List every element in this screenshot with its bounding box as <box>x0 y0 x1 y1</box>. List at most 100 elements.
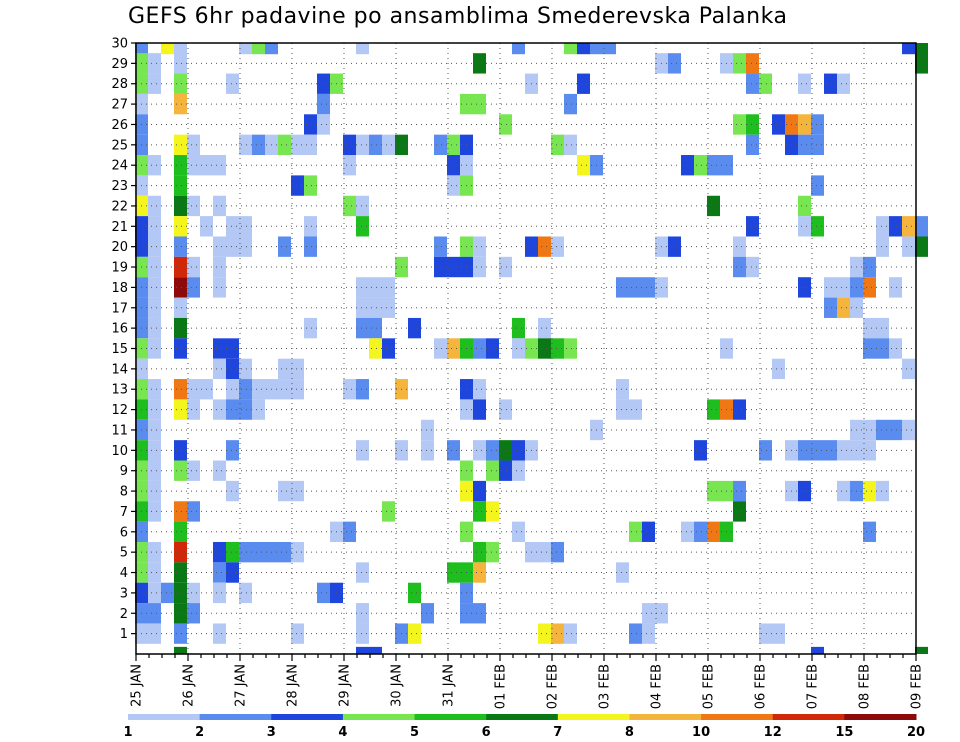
heatmap-cell <box>174 93 187 115</box>
heatmap-cell <box>226 440 239 461</box>
y-tick-label: 9 <box>120 464 128 479</box>
heatmap-cell <box>148 399 161 420</box>
heatmap-cell <box>447 256 460 278</box>
y-tick-label: 16 <box>111 322 128 337</box>
heatmap-cell <box>642 277 655 298</box>
heatmap-cell <box>343 195 356 217</box>
heatmap-cell <box>733 480 746 502</box>
heatmap-cell <box>174 338 187 359</box>
heatmap-cell <box>616 562 629 583</box>
heatmap-cell <box>473 236 486 257</box>
heatmap-cell <box>174 195 187 217</box>
heatmap-cell <box>551 134 564 156</box>
heatmap-cell <box>174 216 187 237</box>
heatmap-cell <box>811 134 824 156</box>
heatmap-cell <box>213 399 226 420</box>
heatmap-cell <box>707 521 720 542</box>
heatmap-cell <box>837 73 850 94</box>
x-tick-label: 29 JAN <box>338 664 353 707</box>
colorbar-label: 3 <box>267 725 276 740</box>
heatmap-cell <box>148 541 161 563</box>
heatmap-cell <box>148 419 161 441</box>
heatmap-cell <box>291 480 304 502</box>
colorbar-swatch <box>772 714 845 720</box>
heatmap-cell <box>174 501 187 522</box>
heatmap-cell <box>226 399 239 420</box>
colorbar-swatch <box>271 714 344 720</box>
heatmap-cell <box>239 379 252 400</box>
heatmap-cell <box>174 582 187 604</box>
heatmap-cell <box>304 317 317 339</box>
y-tick-label: 18 <box>111 281 128 296</box>
heatmap-cell <box>317 73 330 94</box>
heatmap-cell <box>577 43 590 55</box>
heatmap-cell <box>213 541 226 563</box>
heatmap-cell <box>486 460 499 481</box>
heatmap-cell <box>902 236 915 257</box>
y-axis: 1234567891011121314151617181920212223242… <box>111 37 136 642</box>
y-tick-label: 15 <box>111 342 128 357</box>
colorbar-swatch <box>414 714 487 720</box>
x-tick-label: 08 FEB <box>858 664 873 709</box>
heatmap-cell <box>538 317 551 339</box>
heatmap-cell <box>304 216 317 237</box>
heatmap-cell <box>837 480 850 502</box>
heatmap-cell <box>577 73 590 94</box>
heatmap-cell <box>512 338 525 359</box>
heatmap-cell <box>291 379 304 400</box>
heatmap-cell <box>187 277 200 298</box>
heatmap-cell <box>876 338 889 359</box>
heatmap-cell <box>174 521 187 542</box>
heatmap-cell <box>486 501 499 522</box>
heatmap-cell <box>915 236 928 257</box>
heatmap-cell <box>252 399 265 420</box>
heatmap-cell <box>148 236 161 257</box>
heatmap-cell <box>512 317 525 339</box>
heatmap-cell <box>213 460 226 481</box>
heatmap-cell <box>889 216 902 237</box>
heatmap-cell <box>174 256 187 278</box>
y-tick-label: 12 <box>111 403 128 418</box>
y-tick-label: 22 <box>111 199 128 214</box>
heatmap-cell <box>876 317 889 339</box>
heatmap-cell <box>239 541 252 563</box>
heatmap-cell <box>798 73 811 94</box>
heatmap-cell <box>499 114 512 135</box>
y-tick-label: 3 <box>120 586 128 601</box>
heatmap-cell <box>616 399 629 420</box>
heatmap-cell <box>915 216 928 237</box>
heatmap-cell <box>473 603 486 624</box>
heatmap-cell <box>577 155 590 176</box>
chart-title: GEFS 6hr padavine po ansamblima Smederev… <box>128 4 788 29</box>
heatmap-cell <box>356 134 369 156</box>
heatmap-cell <box>278 480 291 502</box>
heatmap-cell <box>278 358 291 380</box>
heatmap-cell <box>382 338 395 359</box>
heatmap-cell <box>564 43 577 55</box>
heatmap-cell <box>447 440 460 461</box>
heatmap-cell <box>772 358 785 380</box>
heatmap-cell <box>798 195 811 217</box>
heatmap-cell <box>837 440 850 461</box>
heatmap-cell <box>746 73 759 94</box>
heatmap-cell <box>226 562 239 583</box>
heatmap-cell <box>681 521 694 542</box>
heatmap-cell <box>863 419 876 441</box>
heatmap-cell <box>148 501 161 522</box>
y-tick-label: 21 <box>111 220 128 235</box>
y-tick-label: 27 <box>111 98 128 113</box>
heatmap-cell <box>824 297 837 318</box>
heatmap-cell <box>538 623 551 644</box>
heatmap-cell <box>902 419 915 441</box>
heatmap-cell <box>733 256 746 278</box>
heatmap-cell <box>473 440 486 461</box>
heatmap-cell <box>161 43 174 55</box>
heatmap-cell <box>226 338 239 359</box>
heatmap-cell <box>174 562 187 583</box>
heatmap-cell <box>486 338 499 359</box>
heatmap-cell <box>239 582 252 604</box>
heatmap-cell <box>356 195 369 217</box>
x-axis: 25 JAN 26 JAN 27 JAN 28 JAN 29 JAN 30 JAN 31 J… <box>130 654 925 709</box>
heatmap-cell <box>174 175 187 196</box>
heatmap-cell <box>863 256 876 278</box>
